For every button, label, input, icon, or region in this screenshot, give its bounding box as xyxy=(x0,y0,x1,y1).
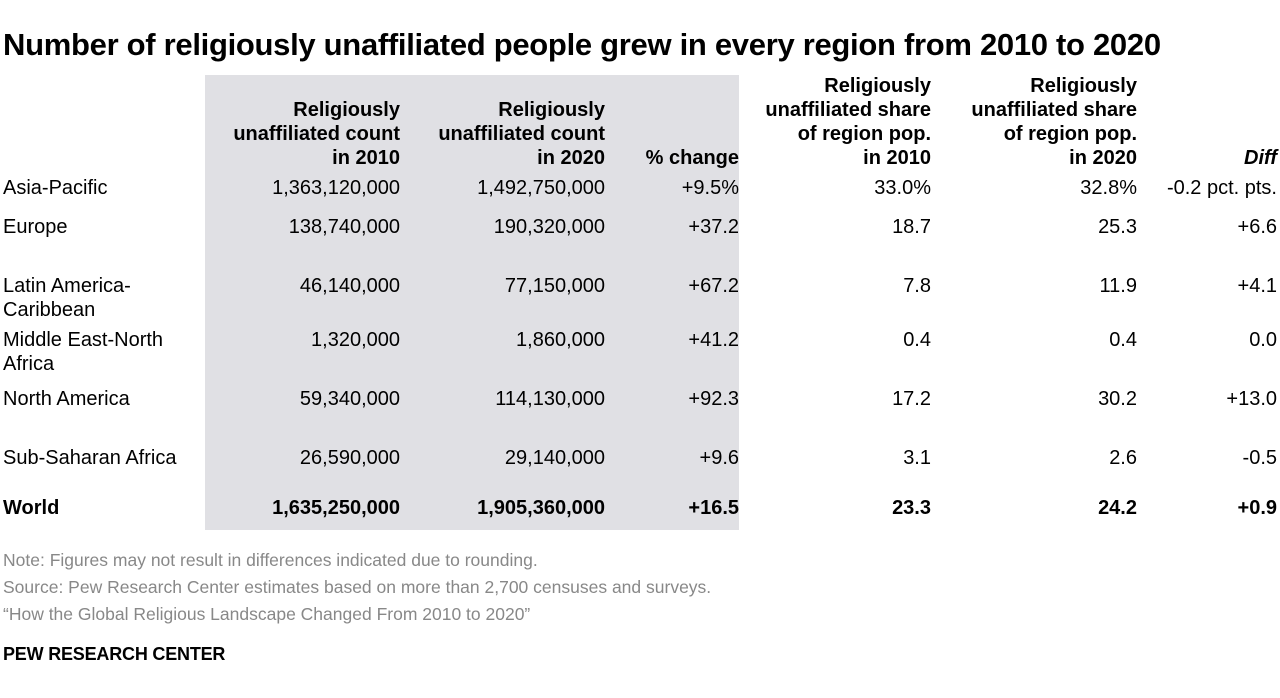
table-cell: 77,150,000 xyxy=(504,275,605,297)
table-cell: 1,860,000 xyxy=(516,329,605,351)
table-cell: 0.4 xyxy=(1109,329,1137,351)
table-cell: +41.2 xyxy=(688,329,739,351)
table-cell: 33.0% xyxy=(874,177,931,199)
header-diff: Diff xyxy=(1244,147,1277,169)
table-cell: 26,590,000 xyxy=(299,447,400,469)
table-cell: 0.0 xyxy=(1249,329,1277,351)
table-cell: +6.6 xyxy=(1237,216,1277,238)
table-cell: 17.2 xyxy=(892,388,931,410)
table-cell: 1,320,000 xyxy=(311,329,400,351)
source-text: Source: Pew Research Center estimates ba… xyxy=(3,577,712,597)
row-label: Sub-Saharan Africa xyxy=(3,447,177,469)
table-cell: 11.9 xyxy=(1099,275,1137,297)
table-cell: +92.3 xyxy=(688,388,739,410)
table-cell: 138,740,000 xyxy=(288,216,400,238)
table-cell: +4.1 xyxy=(1237,275,1277,297)
table-cell: 1,635,250,000 xyxy=(272,497,400,519)
report-title-text: “How the Global Religious Landscape Chan… xyxy=(3,604,531,624)
table-cell: 32.8% xyxy=(1080,177,1137,199)
table-cell: 190,320,000 xyxy=(493,216,605,238)
highlighted-columns-background xyxy=(205,75,739,530)
row-label: North America xyxy=(3,388,130,410)
table-cell: 30.2 xyxy=(1098,388,1137,410)
row-label: Latin America- Caribbean xyxy=(3,275,131,321)
table-cell: 25.3 xyxy=(1098,216,1137,238)
table-cell: -0.5 xyxy=(1242,447,1277,469)
table-cell: 1,905,360,000 xyxy=(477,497,605,519)
brand-logo-text: PEW RESEARCH CENTER xyxy=(3,644,226,664)
table-cell: 7.8 xyxy=(903,275,931,297)
table-cell: +16.5 xyxy=(688,497,739,519)
row-label: Europe xyxy=(3,216,68,238)
table-cell: 3.1 xyxy=(903,447,931,469)
table-cell: -0.2 pct. pts. xyxy=(1166,177,1277,199)
table-cell: 23.3 xyxy=(892,497,931,519)
table-cell: +37.2 xyxy=(688,216,739,238)
table-cell: 1,492,750,000 xyxy=(477,177,605,199)
table-cell: 29,140,000 xyxy=(504,447,605,469)
table-cell: +9.5% xyxy=(681,177,739,199)
table-cell: 0.4 xyxy=(903,329,931,351)
table-cell: +13.0 xyxy=(1226,388,1277,410)
header-count-2020: Religiously unaffiliated count in 2020 xyxy=(438,99,605,169)
table-cell: +9.6 xyxy=(699,447,739,469)
row-label: World xyxy=(3,497,60,519)
header-share-2020: Religiously unaffiliated share of region… xyxy=(971,75,1137,169)
table-cell: +0.9 xyxy=(1237,497,1277,519)
table-cell: 114,130,000 xyxy=(495,388,605,410)
header-pct-change: % change xyxy=(645,147,739,169)
note-text: Note: Figures may not result in differen… xyxy=(3,550,538,570)
table-cell: 24.2 xyxy=(1098,497,1137,519)
table-cell: +67.2 xyxy=(688,275,739,297)
chart-title: Number of religiously unaffiliated peopl… xyxy=(3,27,1161,62)
header-share-2010: Religiously unaffiliated share of region… xyxy=(765,75,931,169)
table-cell: 59,340,000 xyxy=(299,388,400,410)
row-label: Asia-Pacific xyxy=(3,177,108,199)
row-label: Middle East-North Africa xyxy=(3,329,164,375)
table-cell: 18.7 xyxy=(892,216,931,238)
table-cell: 46,140,000 xyxy=(299,275,400,297)
header-count-2010: Religiously unaffiliated count in 2010 xyxy=(233,99,400,169)
table-cell: 1,363,120,000 xyxy=(272,177,400,199)
table-cell: 2.6 xyxy=(1109,447,1137,469)
